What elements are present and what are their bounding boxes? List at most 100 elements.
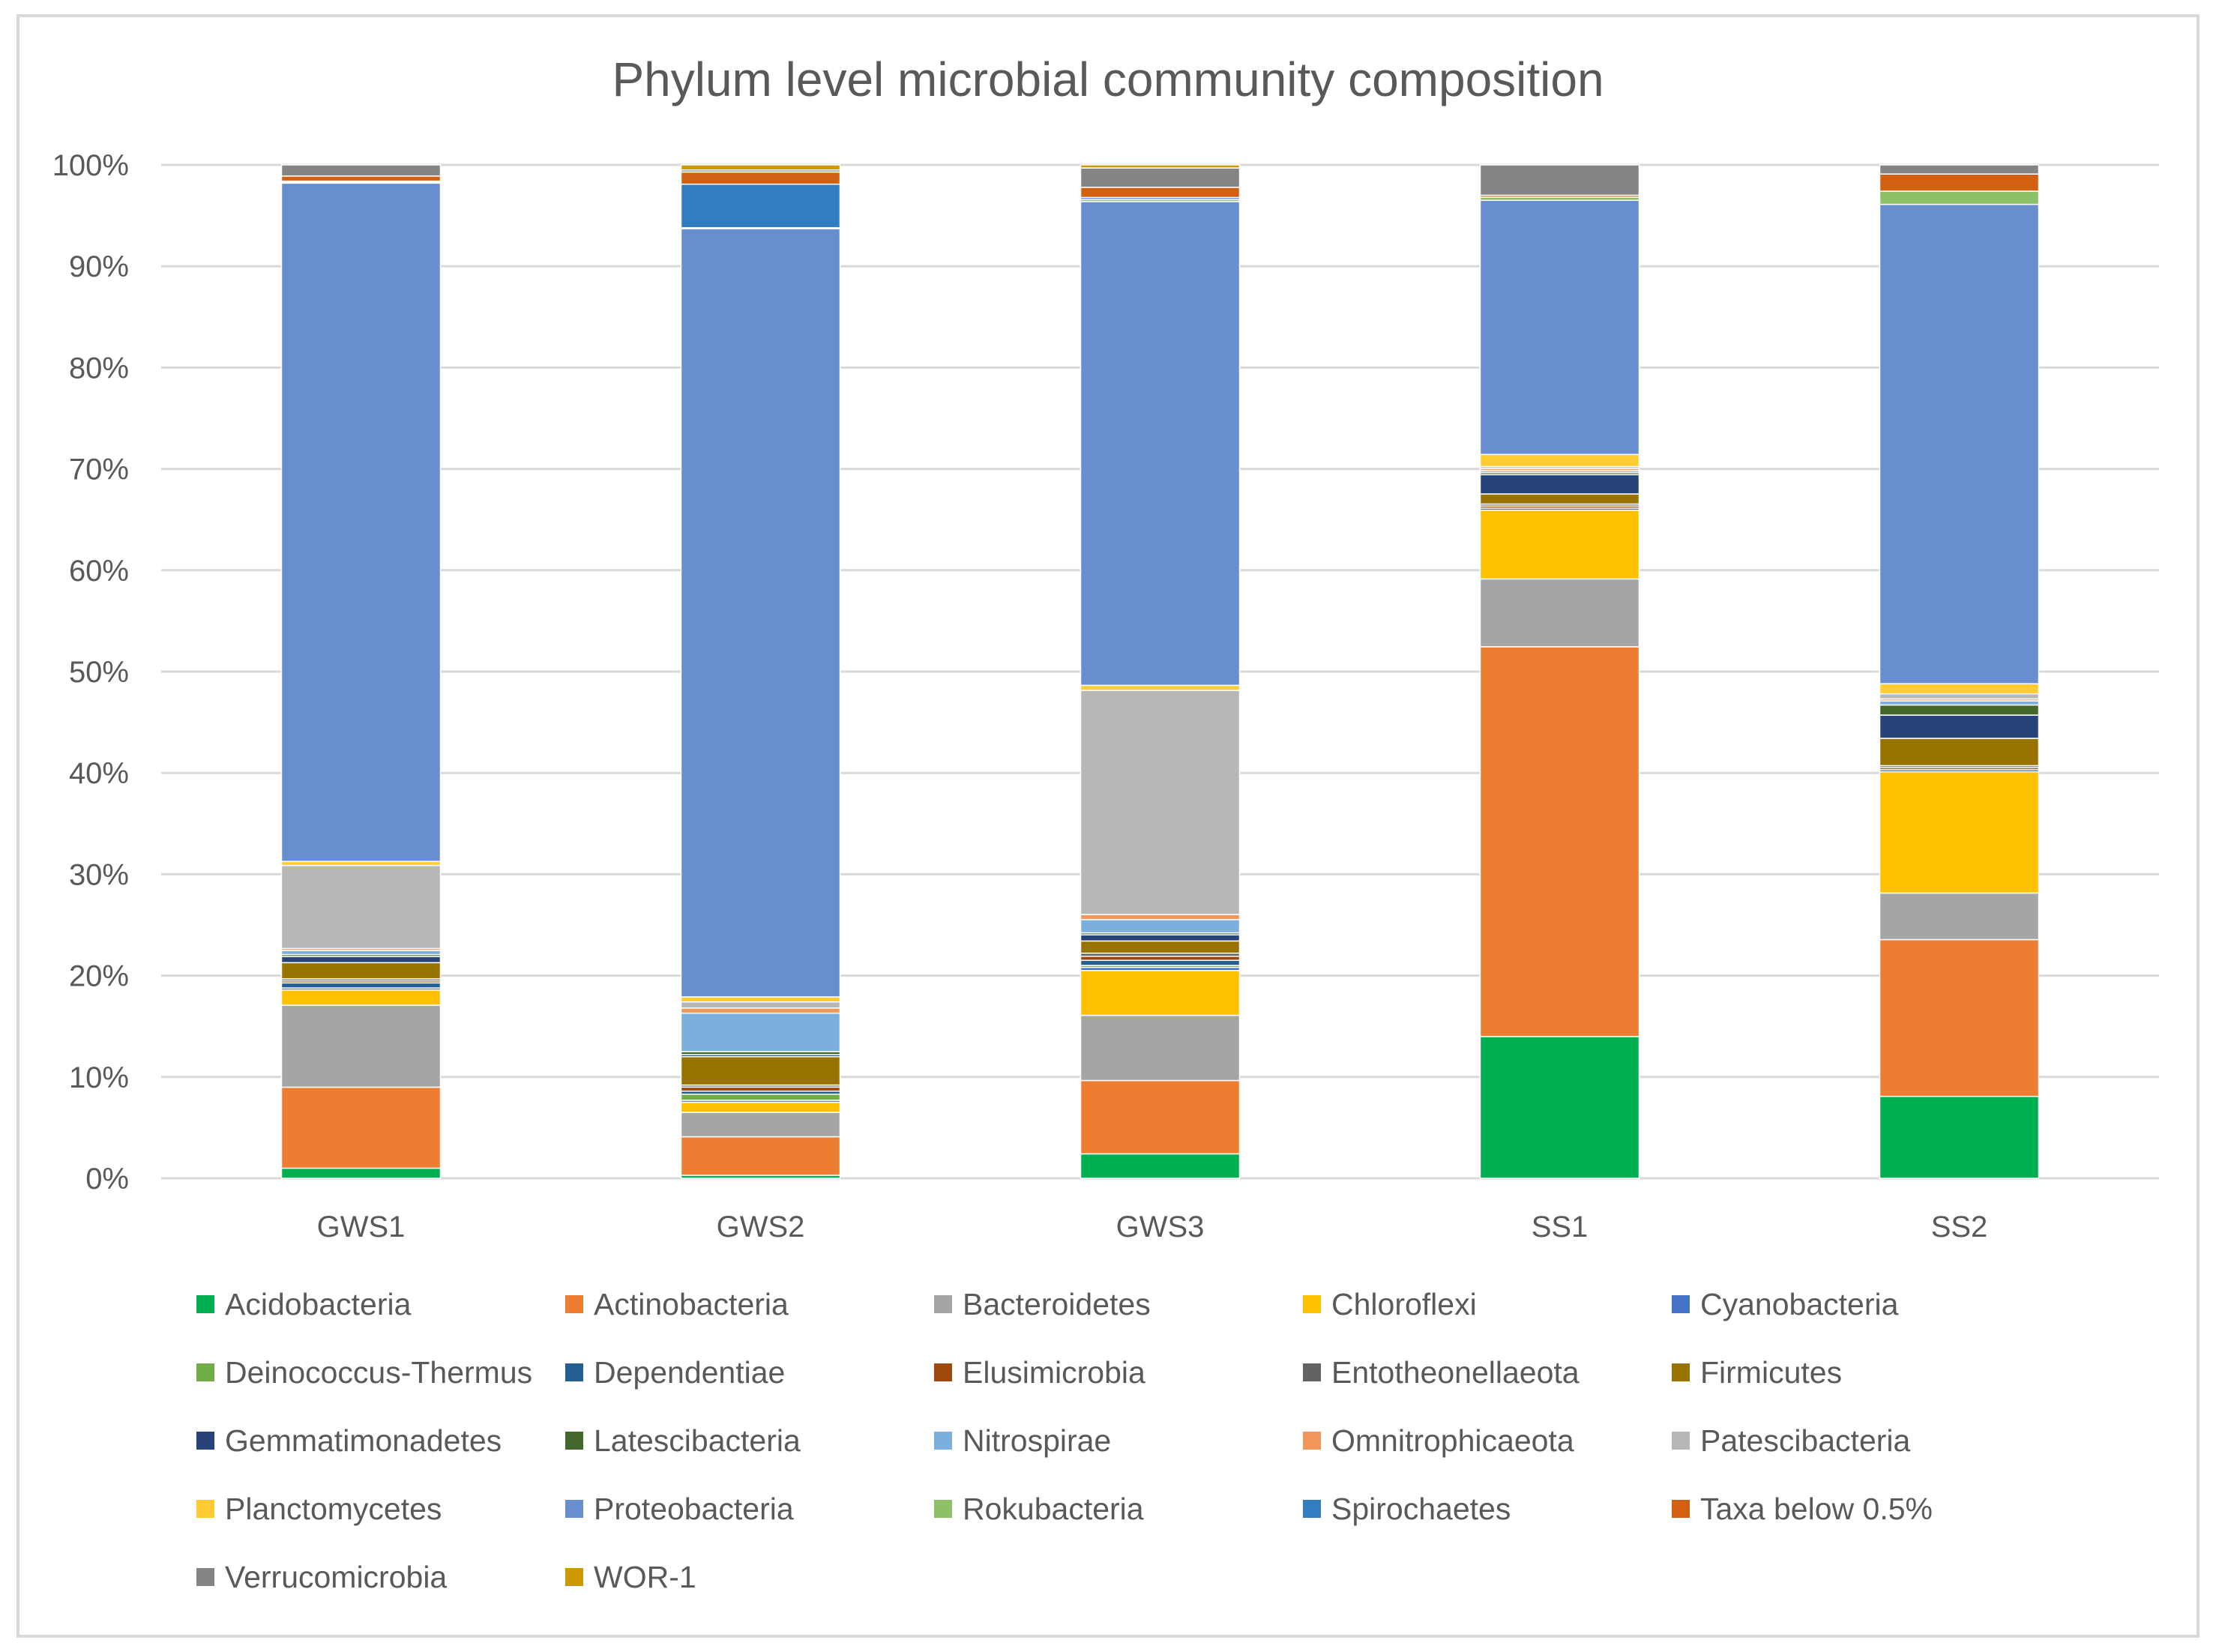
bar-segment xyxy=(1080,1079,1241,1155)
bar-segment xyxy=(680,1001,841,1009)
bar-segment xyxy=(1879,190,2040,205)
legend-label: Bacteroidetes xyxy=(963,1286,1151,1321)
y-axis-tick-labels: 0% 10% 20% 30% 40% 50% 60% 70% 80% 90% 100% xyxy=(52,149,129,1196)
x-tick-label: SS1 xyxy=(1532,1211,1589,1243)
legend-label: Cyanobacteria xyxy=(1700,1286,1899,1321)
legend-swatch xyxy=(934,1363,952,1381)
bar-segment xyxy=(680,1056,841,1086)
y-tick-label: 10% xyxy=(69,1061,129,1094)
legend-label: Elusimicrobia xyxy=(963,1354,1145,1390)
bar-segment xyxy=(1080,167,1241,188)
x-tick-label: GWS1 xyxy=(317,1211,406,1243)
y-tick-label: 20% xyxy=(69,960,129,993)
bar-segment xyxy=(1879,203,2040,684)
legend-label: Verrucomicrobia xyxy=(225,1559,448,1594)
bars xyxy=(280,164,2040,1179)
y-tick-label: 90% xyxy=(69,250,129,283)
legend-swatch xyxy=(1672,1432,1690,1450)
bar-segment xyxy=(1080,1153,1241,1179)
legend-swatch xyxy=(1303,1295,1321,1313)
legend-label: Gemmatimonadetes xyxy=(225,1423,502,1458)
legend-label: Omnitrophicaeota xyxy=(1331,1423,1574,1458)
y-tick-label: 40% xyxy=(69,757,129,790)
bar-segment xyxy=(280,164,442,177)
bar-segment xyxy=(1080,914,1241,920)
legend-swatch xyxy=(196,1432,214,1450)
y-tick-label: 100% xyxy=(52,149,129,182)
legend-swatch xyxy=(1672,1500,1690,1518)
bar-segment xyxy=(280,982,442,989)
bar-segment xyxy=(280,956,442,964)
bar-segment xyxy=(1080,164,1241,169)
legend-label: Firmicutes xyxy=(1700,1354,1843,1390)
bar-segment xyxy=(1879,683,2040,695)
legend-item: Spirochaetes xyxy=(1303,1486,1511,1531)
legend-item: Omnitrophicaeota xyxy=(1303,1418,1574,1463)
legend-label: Rokubacteria xyxy=(963,1491,1144,1526)
x-tick-label: GWS3 xyxy=(1116,1211,1205,1243)
legend-swatch xyxy=(196,1295,214,1313)
legend-item: Verrucomicrobia xyxy=(196,1555,447,1600)
legend-swatch xyxy=(1672,1295,1690,1313)
legend-label: Spirochaetes xyxy=(1331,1491,1511,1526)
y-tick-label: 0% xyxy=(85,1163,129,1196)
legend-swatch xyxy=(196,1500,214,1518)
legend-item: Proteobacteria xyxy=(565,1486,794,1531)
bar-segment xyxy=(1479,1036,1640,1179)
legend-item: Dependentiae xyxy=(565,1350,785,1395)
legend-swatch xyxy=(565,1432,583,1450)
bar-segment xyxy=(1879,164,2040,175)
legend-item: Acidobacteria xyxy=(196,1282,411,1327)
bar-segment xyxy=(1879,693,2040,700)
legend-item: Actinobacteria xyxy=(565,1282,789,1327)
bar-segment xyxy=(1080,684,1241,691)
bar-segment xyxy=(680,1007,841,1014)
legend-item: Taxa below 0.5% xyxy=(1672,1486,1933,1531)
bar-stack-gws1 xyxy=(280,164,442,1179)
legend-label: Chloroflexi xyxy=(1331,1286,1477,1321)
legend-swatch xyxy=(934,1500,952,1518)
bar-segment xyxy=(680,1086,841,1092)
y-tick-label: 30% xyxy=(69,858,129,891)
chart-title: Phylum level microbial community composi… xyxy=(612,52,1604,106)
bar-segment xyxy=(1879,1095,2040,1179)
bar-segment xyxy=(280,1004,442,1088)
legend-label: Proteobacteria xyxy=(594,1491,794,1526)
legend-label: Taxa below 0.5% xyxy=(1700,1491,1933,1526)
legend-item: Chloroflexi xyxy=(1303,1282,1477,1327)
bar-segment xyxy=(1879,892,2040,941)
legend-swatch xyxy=(934,1295,952,1313)
bar-segment xyxy=(280,950,442,956)
legend-label: Nitrospirae xyxy=(963,1423,1112,1458)
bar-stack-ss1 xyxy=(1479,164,1640,1179)
y-tick-label: 70% xyxy=(69,453,129,486)
bar-segment xyxy=(280,1167,442,1179)
legend-swatch xyxy=(196,1363,214,1381)
legend-item: Deinococcus-Thermus xyxy=(196,1350,532,1395)
bar-segment xyxy=(280,860,442,866)
legend-swatch xyxy=(565,1568,583,1586)
legend-item: Nitrospirae xyxy=(934,1418,1111,1463)
legend-swatch xyxy=(1303,1500,1321,1518)
bar-segment xyxy=(1080,201,1241,687)
legend-label: Deinococcus-Thermus xyxy=(225,1354,533,1390)
bar-segment xyxy=(1879,938,2040,1097)
legend-item: Bacteroidetes xyxy=(934,1282,1151,1327)
legend-label: Acidobacteria xyxy=(225,1286,412,1321)
legend-item: Latescibacteria xyxy=(565,1418,801,1463)
legend-swatch xyxy=(565,1363,583,1381)
legend-item: Cyanobacteria xyxy=(1672,1282,1898,1327)
bar-segment xyxy=(1479,646,1640,1037)
legend-label: Dependentiae xyxy=(594,1354,786,1390)
bar-segment xyxy=(680,1112,841,1138)
bar-segment xyxy=(1479,453,1640,468)
bar-segment xyxy=(680,228,841,998)
bar-segment xyxy=(1879,700,2040,706)
bar-segment xyxy=(1879,738,2040,767)
bar-segment xyxy=(280,175,442,182)
legend-label: Patescibacteria xyxy=(1700,1423,1911,1458)
legend-label: Planctomycetes xyxy=(225,1491,442,1526)
legend-label: Latescibacteria xyxy=(594,1423,801,1458)
bar-segment xyxy=(280,864,442,950)
